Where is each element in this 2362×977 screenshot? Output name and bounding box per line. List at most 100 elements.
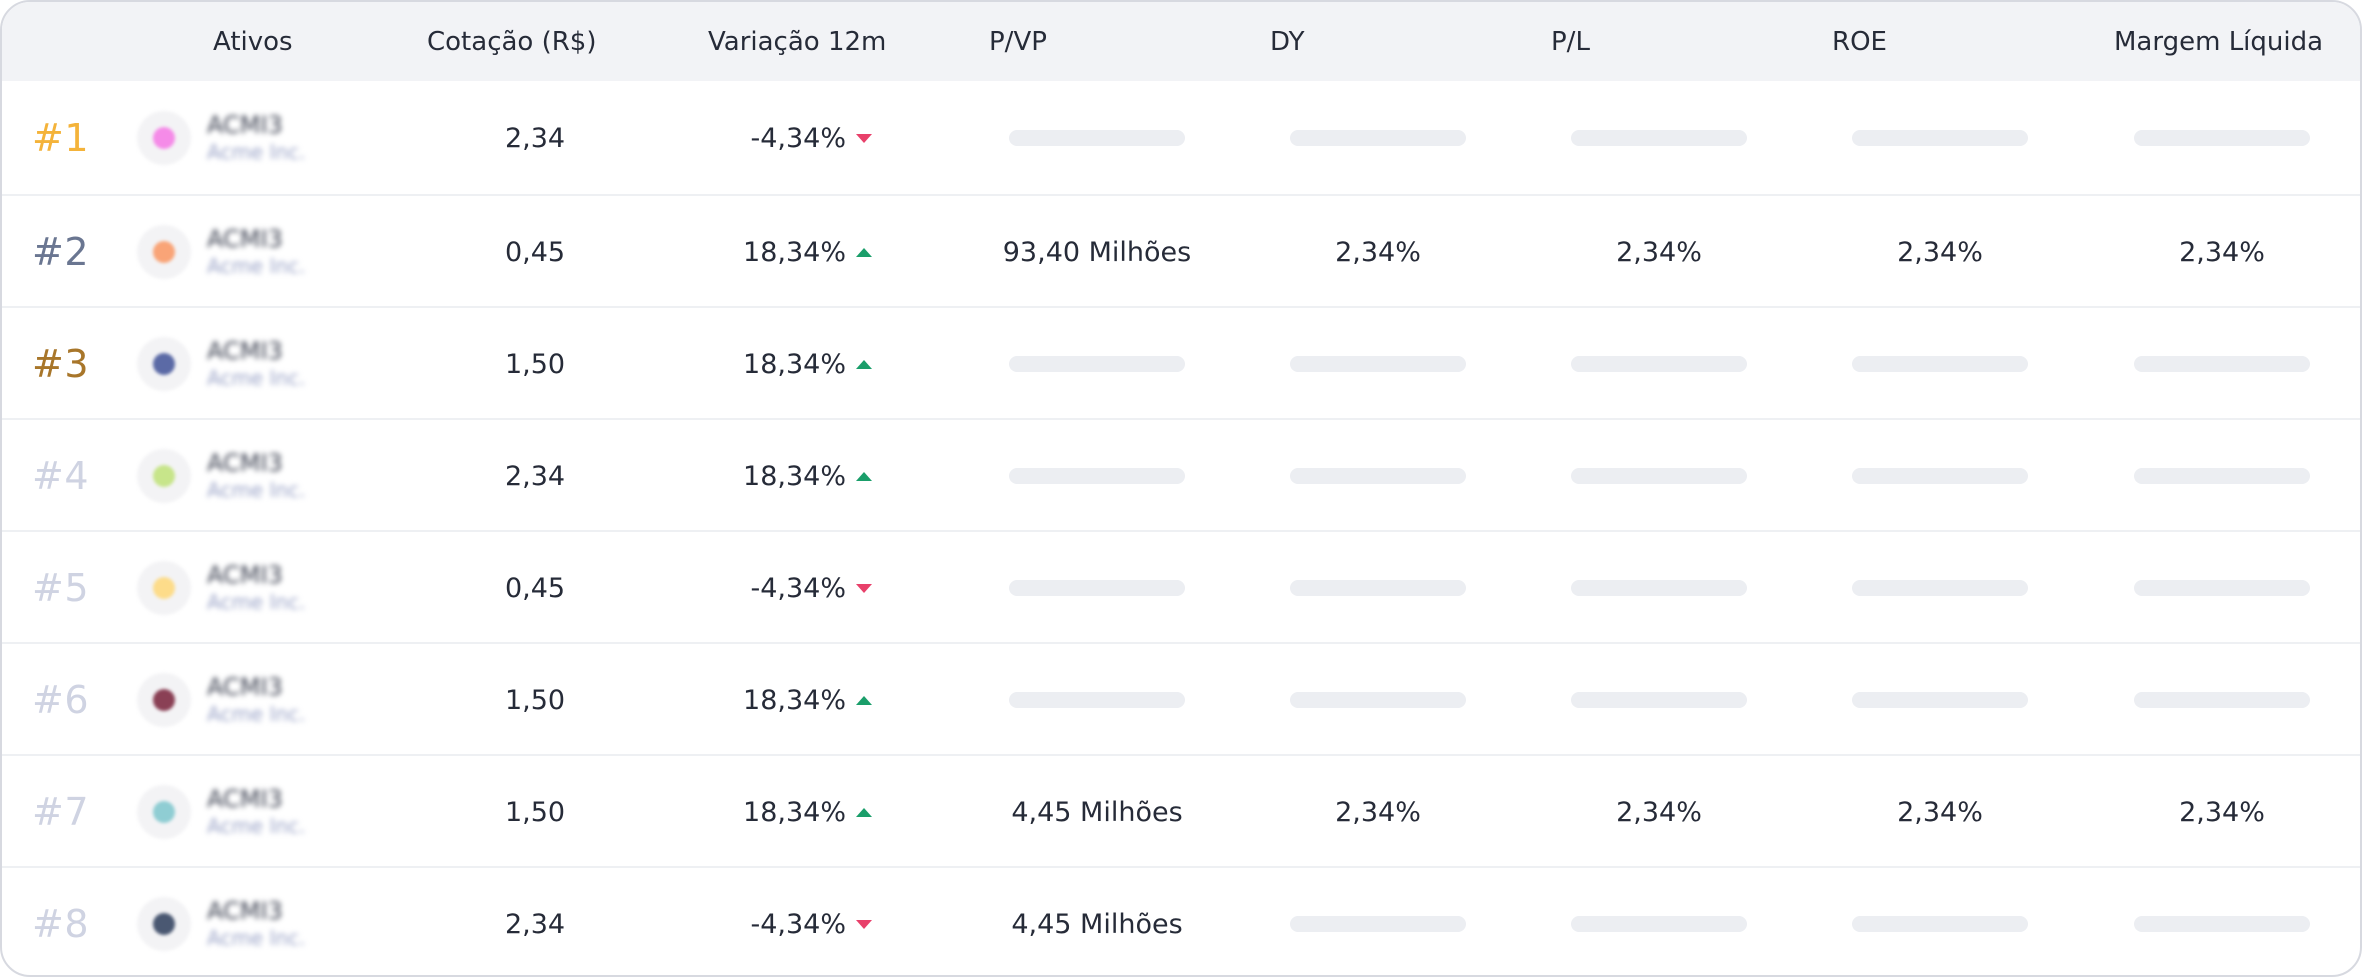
roe-skeleton-cell — [1820, 82, 2060, 194]
pvp-value: 93,40 Milhões — [1002, 236, 1192, 268]
roe-skeleton-cell — [1820, 308, 2060, 420]
variacao-cell: 18,34% — [682, 420, 872, 532]
rank-label: #2 — [32, 230, 90, 274]
header-pvp[interactable]: P/VP — [989, 26, 1047, 57]
loading-skeleton — [1571, 580, 1747, 596]
margem-skeleton-cell — [2102, 308, 2342, 420]
header-margem[interactable]: Margem Líquida — [2114, 26, 2324, 57]
table-row[interactable]: #2 ACMI3 Acme Inc. 0,45 18,34% 93,40 Milhões 2… — [2, 194, 2360, 306]
asset-logo — [137, 673, 191, 727]
loading-skeleton — [1852, 916, 2028, 932]
table-row[interactable]: #4 ACMI3 Acme Inc. 2,34 18,34% — [2, 418, 2360, 530]
trend-up-icon — [856, 807, 872, 817]
loading-skeleton — [1571, 692, 1747, 708]
pl-skeleton-cell — [1539, 532, 1779, 644]
loading-skeleton — [1571, 356, 1747, 372]
pl-value: 2,34% — [1616, 236, 1702, 268]
asset-ticker: ACMI3 — [207, 897, 283, 925]
asset-cell[interactable]: ACMI3 Acme Inc. — [137, 308, 337, 420]
asset-cell[interactable]: ACMI3 Acme Inc. — [137, 82, 337, 194]
asset-text: ACMI3 Acme Inc. — [207, 561, 305, 615]
loading-skeleton — [2134, 130, 2310, 146]
asset-text: ACMI3 Acme Inc. — [207, 337, 305, 391]
roe-skeleton-cell — [1820, 644, 2060, 756]
header-ativos[interactable]: Ativos — [213, 26, 293, 57]
loading-skeleton — [2134, 916, 2310, 932]
header-dy[interactable]: DY — [1270, 26, 1305, 57]
cotacao-value: 0,45 — [504, 236, 566, 268]
asset-text: ACMI3 Acme Inc. — [207, 111, 305, 165]
margem-value: 2,34% — [2179, 796, 2265, 828]
rank-label: #8 — [32, 902, 90, 946]
asset-logo-dot — [153, 465, 175, 487]
variacao-value: 18,34% — [743, 796, 846, 828]
cotacao-value: 2,34 — [504, 460, 566, 492]
trend-down-icon — [856, 919, 872, 929]
table-row[interactable]: #3 ACMI3 Acme Inc. 1,50 18,34% — [2, 306, 2360, 418]
asset-cell[interactable]: ACMI3 Acme Inc. — [137, 644, 337, 756]
roe-skeleton-cell — [1820, 868, 2060, 975]
asset-ticker: ACMI3 — [207, 785, 283, 813]
table-row[interactable]: #7 ACMI3 Acme Inc. 1,50 18,34% 4,45 Milhões 2,… — [2, 754, 2360, 866]
pvp-skeleton-cell — [967, 420, 1227, 532]
pl-skeleton-cell — [1539, 420, 1779, 532]
header-cotacao[interactable]: Cotação (R$) — [427, 26, 597, 57]
loading-skeleton — [1852, 356, 2028, 372]
trend-up-icon — [856, 359, 872, 369]
asset-ticker: ACMI3 — [207, 673, 283, 701]
asset-text: ACMI3 Acme Inc. — [207, 785, 305, 839]
variacao-cell: 18,34% — [682, 196, 872, 308]
asset-logo-dot — [153, 801, 175, 823]
roe-value: 2,34% — [1897, 236, 1983, 268]
asset-ticker: ACMI3 — [207, 561, 283, 589]
asset-logo-dot — [153, 689, 175, 711]
loading-skeleton — [1571, 130, 1747, 146]
dy-skeleton-cell — [1258, 532, 1498, 644]
table-row[interactable]: #5 ACMI3 Acme Inc. 0,45 -4,34% — [2, 530, 2360, 642]
dy-skeleton-cell — [1258, 868, 1498, 975]
asset-logo — [137, 449, 191, 503]
variacao-value: -4,34% — [750, 908, 846, 940]
header-roe[interactable]: ROE — [1832, 26, 1887, 57]
variacao-value: 18,34% — [743, 348, 846, 380]
pvp-skeleton-cell — [967, 308, 1227, 420]
header-pl[interactable]: P/L — [1551, 26, 1590, 57]
asset-text: ACMI3 Acme Inc. — [207, 673, 305, 727]
dy-skeleton-cell — [1258, 644, 1498, 756]
asset-cell[interactable]: ACMI3 Acme Inc. — [137, 420, 337, 532]
trend-up-icon — [856, 471, 872, 481]
asset-cell[interactable]: ACMI3 Acme Inc. — [137, 868, 337, 975]
margem-value: 2,34% — [2179, 236, 2265, 268]
loading-skeleton — [2134, 692, 2310, 708]
asset-ticker: ACMI3 — [207, 337, 283, 365]
pvp-value: 4,45 Milhões — [1011, 908, 1183, 940]
asset-logo — [137, 785, 191, 839]
loading-skeleton — [2134, 468, 2310, 484]
dy-skeleton-cell — [1258, 82, 1498, 194]
variacao-cell: -4,34% — [682, 532, 872, 644]
asset-name: Acme Inc. — [207, 814, 306, 838]
loading-skeleton — [1009, 130, 1185, 146]
asset-name: Acme Inc. — [207, 926, 306, 950]
table-row[interactable]: #6 ACMI3 Acme Inc. 1,50 18,34% — [2, 642, 2360, 754]
pl-skeleton-cell — [1539, 868, 1779, 975]
dy-skeleton-cell — [1258, 308, 1498, 420]
pl-skeleton-cell — [1539, 82, 1779, 194]
dy-value: 2,34% — [1335, 236, 1421, 268]
variacao-cell: 18,34% — [682, 756, 872, 868]
trend-up-icon — [856, 695, 872, 705]
asset-cell[interactable]: ACMI3 Acme Inc. — [137, 196, 337, 308]
margem-skeleton-cell — [2102, 420, 2342, 532]
cotacao-value: 1,50 — [504, 684, 566, 716]
asset-name: Acme Inc. — [207, 140, 306, 164]
header-variacao[interactable]: Variação 12m — [708, 26, 887, 57]
trend-down-icon — [856, 583, 872, 593]
asset-cell[interactable]: ACMI3 Acme Inc. — [137, 532, 337, 644]
margem-skeleton-cell — [2102, 532, 2342, 644]
asset-name: Acme Inc. — [207, 702, 306, 726]
table-row[interactable]: #8 ACMI3 Acme Inc. 2,34 -4,34% 4,45 Milhões — [2, 866, 2360, 975]
asset-logo — [137, 225, 191, 279]
table-row[interactable]: #1 ACMI3 Acme Inc. 2,34 -4,34% — [2, 82, 2360, 194]
asset-name: Acme Inc. — [207, 254, 306, 278]
asset-cell[interactable]: ACMI3 Acme Inc. — [137, 756, 337, 868]
